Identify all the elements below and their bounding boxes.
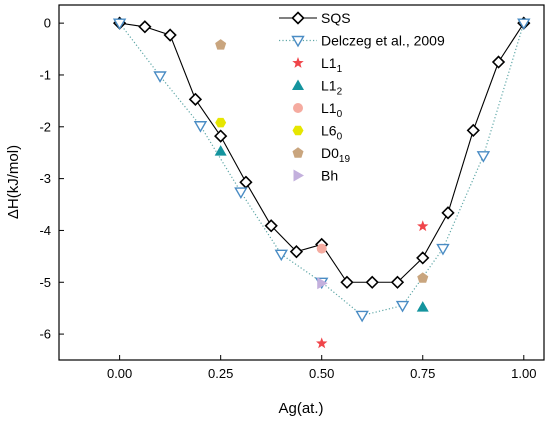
- y-tick-label: -3: [39, 171, 51, 186]
- legend-label: L12: [321, 78, 343, 98]
- legend-marker: [291, 35, 305, 48]
- legend-label: Bh: [321, 168, 338, 184]
- sqs-point: [214, 129, 228, 143]
- d0-19-point: [417, 272, 429, 283]
- legend-item-l1-2: L12: [292, 78, 343, 98]
- sqs-point: [365, 275, 379, 289]
- x-tick-label: 0.50: [309, 366, 334, 381]
- l1-2-point: [416, 301, 429, 312]
- delczeg-et-al-2009-point: [234, 187, 248, 199]
- x-tick-label: 0.25: [208, 366, 233, 381]
- legend-label: L60: [321, 123, 343, 143]
- legend-label: Delczeg et al., 2009: [321, 33, 445, 49]
- axis-ticks: 0.00 0.25 0.50 0.75 1.00 0 -1 -2 -3 -4 -5 -6: [39, 16, 536, 381]
- bh-point: [317, 277, 328, 290]
- legend-item-delczeg-et-al-2009: Delczeg et al., 2009: [279, 33, 445, 49]
- legend-label: L10: [321, 100, 343, 120]
- legend-label: SQS: [321, 10, 351, 26]
- legend-marker: [292, 57, 304, 68]
- legend-marker: [293, 103, 303, 113]
- x-tick-label: 1.00: [511, 366, 536, 381]
- y-tick-label: -1: [39, 67, 51, 82]
- y-tick-label: -6: [39, 327, 51, 342]
- sqs-point: [264, 219, 278, 233]
- sqs-point: [138, 20, 152, 34]
- sqs-point: [390, 275, 405, 289]
- legend-marker: [292, 147, 304, 158]
- delczeg-et-al-2009-line: [119, 22, 525, 317]
- data-markers: [112, 16, 531, 349]
- x-tick-label: 0.00: [107, 366, 132, 381]
- legend-label: L11: [321, 55, 343, 75]
- legend-item-l6-0: L60: [292, 123, 343, 143]
- x-tick-label: 0.75: [410, 366, 435, 381]
- legend-marker: [293, 169, 304, 182]
- legend-marker: [292, 79, 304, 90]
- delczeg-et-al-2009-point: [517, 18, 531, 31]
- sqs-point: [416, 251, 430, 265]
- y-tick-label: 0: [44, 16, 51, 31]
- sqs-point: [289, 245, 304, 259]
- delczeg-et-al-2009-point: [395, 300, 410, 313]
- l6-0-point: [215, 117, 227, 128]
- legend-item-l1-1: L11: [292, 55, 343, 75]
- delczeg-et-al-2009-point: [274, 249, 289, 262]
- sqs-point: [239, 175, 253, 189]
- plot-frame: [58, 4, 545, 361]
- delczeg-et-al-2009-point: [436, 243, 450, 256]
- sqs-point: [163, 28, 177, 42]
- delczeg-et-al-2009-point: [193, 121, 208, 133]
- delczeg-et-al-2009-point: [355, 310, 369, 323]
- legend-marker: [291, 11, 305, 25]
- sqs-point: [466, 123, 480, 138]
- delczeg-et-al-2009-point: [112, 18, 127, 31]
- y-tick-label: -2: [39, 119, 51, 134]
- y-tick-label: -4: [39, 223, 51, 238]
- legend-item-d0-19: D019: [292, 145, 350, 165]
- sqs-point: [491, 55, 506, 69]
- d0-19-point: [215, 39, 227, 50]
- delczeg-et-al-2009-point: [153, 71, 167, 83]
- legend-item-l1-0: L10: [293, 100, 343, 120]
- l1-2-point: [214, 145, 227, 156]
- y-axis-title: ΔH(kJ/mol): [5, 145, 22, 219]
- l1-1-point: [316, 337, 328, 349]
- legend-item-bh: Bh: [293, 168, 338, 184]
- legend-item-sqs: SQS: [279, 10, 351, 26]
- l1-1-point: [417, 220, 429, 232]
- legend-marker: [292, 125, 304, 136]
- l1-0-point: [316, 243, 327, 254]
- legend-label: D019: [321, 145, 350, 165]
- delczeg-et-al-2009-point: [476, 151, 491, 163]
- sqs-point: [188, 92, 203, 106]
- x-axis-title: Ag(at.): [278, 400, 323, 417]
- sqs-point: [441, 206, 455, 220]
- y-tick-label: -5: [39, 275, 51, 290]
- sqs-point: [340, 275, 354, 289]
